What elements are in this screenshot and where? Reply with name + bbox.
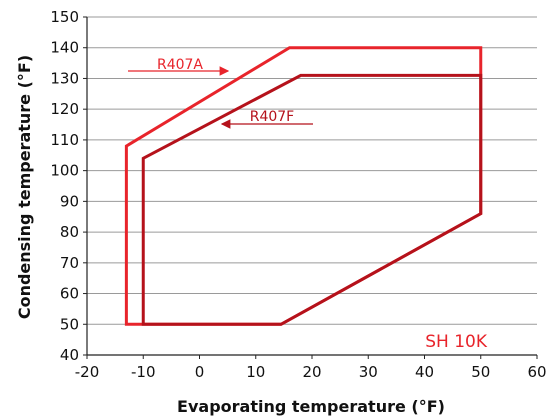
plot-frame [86, 17, 537, 356]
x-tick-label: 60 [527, 363, 546, 381]
y-axis-title: Condensing temperature (°F) [15, 55, 34, 319]
x-axis-title: Evaporating temperature (°F) [177, 397, 445, 416]
x-tick-label: 30 [359, 363, 378, 381]
y-tick-label: 50 [60, 315, 79, 333]
series-layer: R407A R407F [124, 46, 483, 326]
y-tick-label: 40 [60, 346, 79, 364]
y-tick-label: 70 [60, 254, 79, 272]
y-tick-label: 120 [50, 100, 79, 118]
y-tick-label: 140 [50, 39, 79, 57]
y-tick-label: 80 [60, 223, 79, 241]
x-tick-label: 50 [471, 363, 490, 381]
series-label-r407f: R407F [250, 109, 295, 125]
y-tick-label: 110 [50, 131, 79, 149]
y-tick-label: 130 [50, 69, 79, 87]
grid-lines [87, 16, 537, 325]
x-tick-label: 0 [195, 363, 205, 381]
y-tick-label: 60 [60, 285, 79, 303]
envelope-r407a [124, 46, 483, 326]
series-label-r407a: R407A [157, 57, 203, 73]
x-tick-label: 20 [302, 363, 321, 381]
y-tick-label: 90 [60, 192, 79, 210]
x-tick-label: 40 [415, 363, 434, 381]
envelope-r407f [141, 73, 483, 326]
y-tick-label: 100 [50, 162, 79, 180]
condition-annotation: SH 10K [425, 332, 488, 352]
y-tick-label: 150 [50, 8, 79, 26]
x-tick-label: -10 [131, 363, 156, 381]
x-tick-label: 10 [246, 363, 265, 381]
x-tick-label: -20 [75, 363, 100, 381]
tick-labels: -20 -10 0 10 20 30 40 50 60 40 50 60 70 80 90 100 110 120… [50, 8, 546, 381]
